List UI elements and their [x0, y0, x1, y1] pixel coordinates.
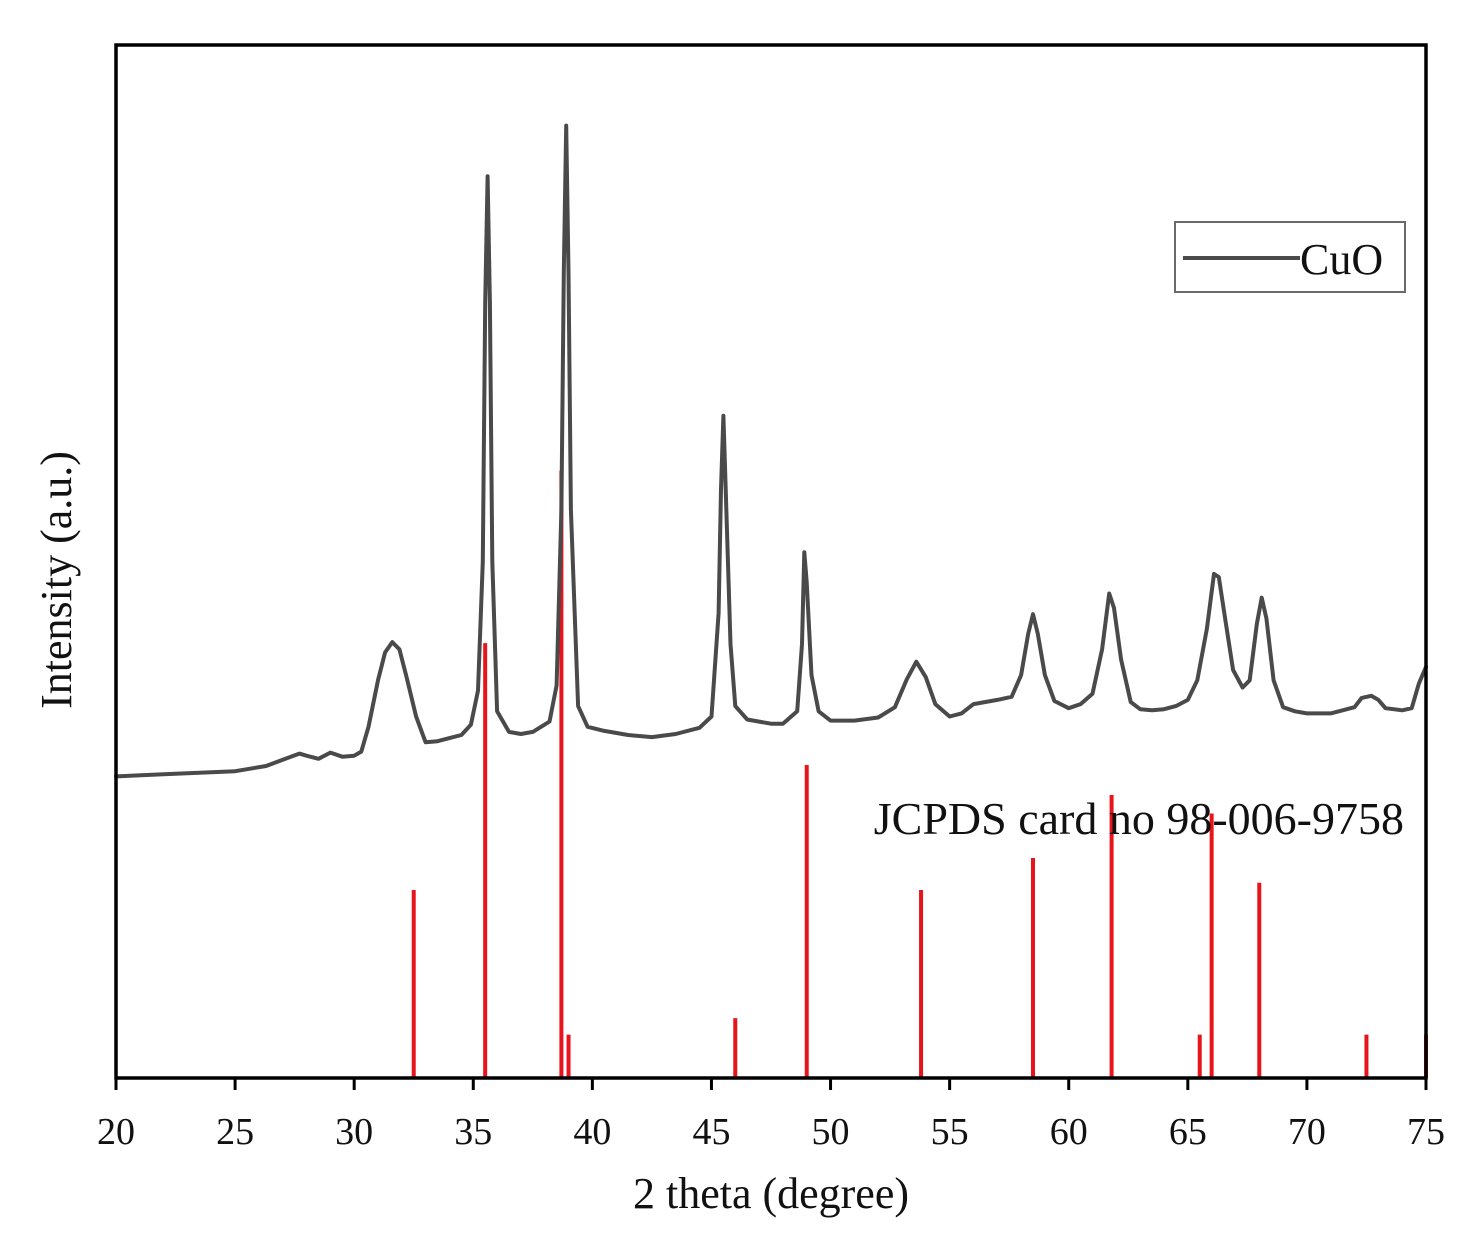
x-tick-label: 70 — [1288, 1111, 1326, 1153]
x-tick-label: 65 — [1169, 1111, 1207, 1153]
x-axis-title: 2 theta (degree) — [633, 1169, 909, 1218]
x-tick-label: 40 — [573, 1111, 611, 1153]
x-tick-label: 75 — [1407, 1111, 1445, 1153]
x-tick-label: 45 — [692, 1111, 730, 1153]
x-axis-ticks — [114, 1078, 1428, 1090]
legend: CuO — [1174, 221, 1406, 293]
x-axis-tick-labels: 20 25 30 35 40 45 50 55 60 65 70 75 — [97, 1111, 1445, 1153]
x-tick-label: 50 — [812, 1111, 850, 1153]
x-tick-label: 35 — [454, 1111, 492, 1153]
legend-label-cuo: CuO — [1300, 235, 1383, 284]
x-tick-label: 55 — [931, 1111, 969, 1153]
reference-annotation: JCPDS card no 98-006-9758 — [874, 793, 1404, 844]
reference-sticks — [411, 470, 1428, 1078]
x-tick-label: 30 — [335, 1111, 373, 1153]
series-line-cuo — [114, 123, 1428, 779]
y-axis-title: Intensity (a.u.) — [32, 451, 81, 709]
x-tick-label: 60 — [1050, 1111, 1088, 1153]
x-tick-label: 25 — [216, 1111, 254, 1153]
plot-frame — [114, 43, 1428, 1080]
x-tick-label: 20 — [97, 1111, 135, 1153]
